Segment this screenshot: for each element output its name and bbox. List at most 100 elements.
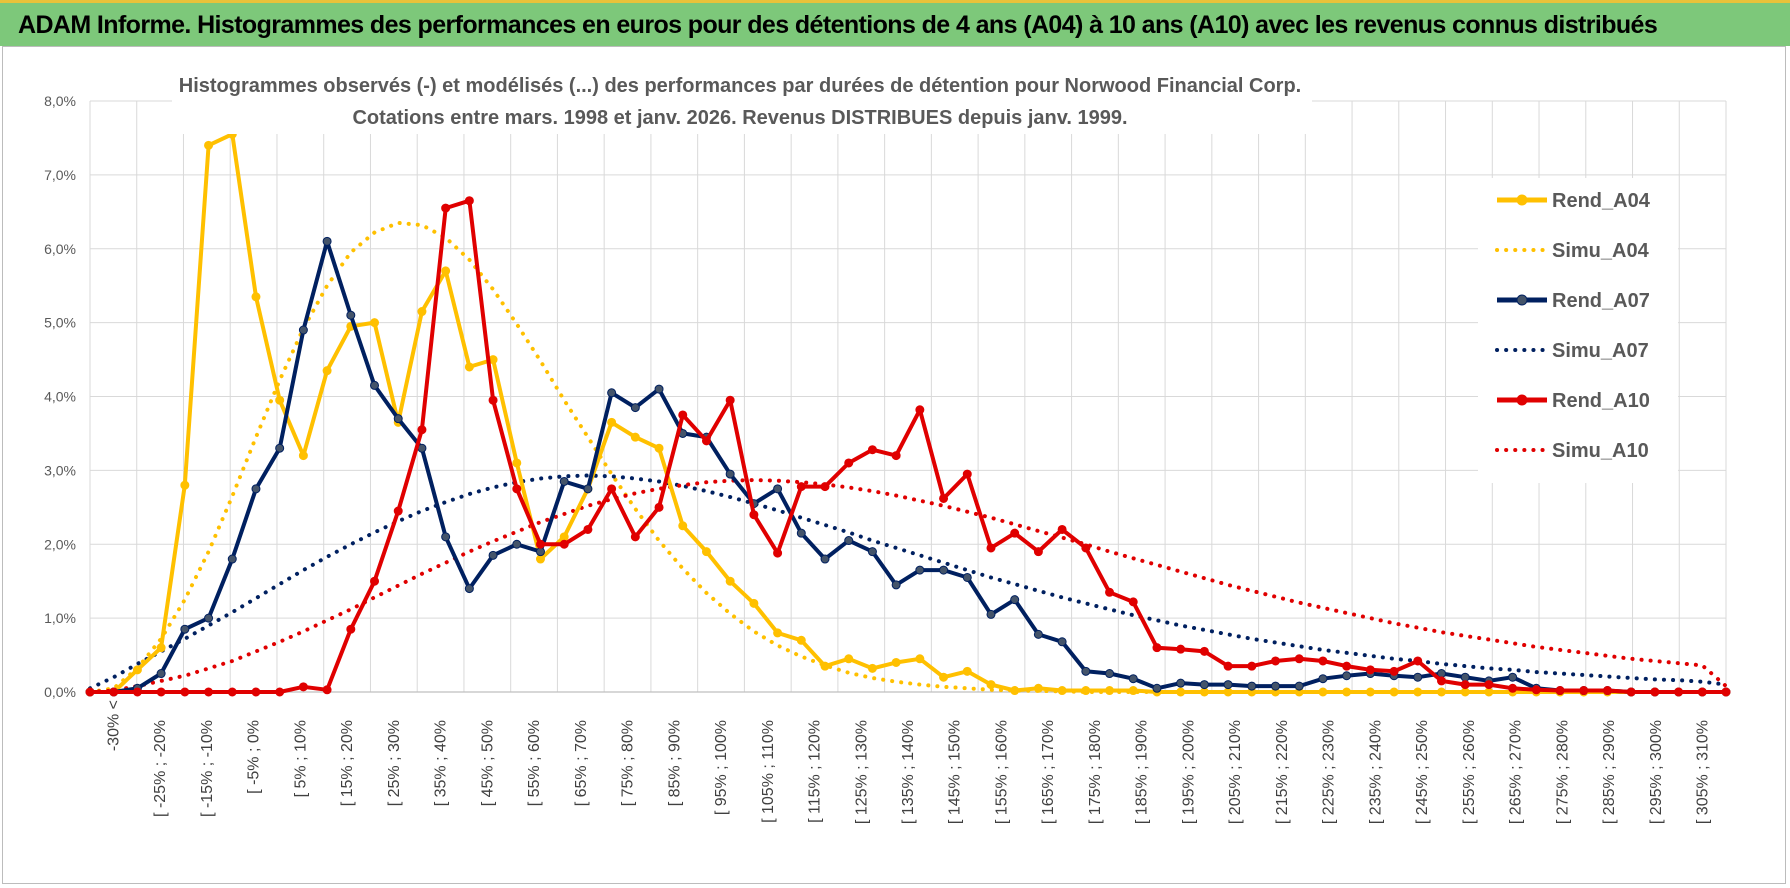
x-tick-label: [ 95% ; 100%	[713, 720, 730, 815]
data-point	[962, 666, 972, 676]
data-point	[1602, 686, 1612, 696]
data-point	[535, 554, 545, 564]
data-point	[583, 484, 593, 494]
data-point	[773, 484, 783, 494]
data-point	[322, 236, 332, 246]
y-tick-label: 8,0%	[44, 93, 76, 109]
data-point	[559, 532, 569, 542]
data-point	[630, 403, 640, 413]
legend-marker	[1516, 394, 1528, 406]
legend-item-Rend_A04: Rend_A04	[1497, 190, 1651, 212]
data-point	[1128, 686, 1138, 696]
data-point	[915, 405, 925, 415]
data-point	[109, 687, 119, 697]
series-Simu_A07	[88, 473, 1728, 691]
y-tick-label: 1,0%	[44, 610, 76, 626]
data-point	[1199, 646, 1209, 656]
legend: Rend_A04 Simu_A04 Rend_A07 Simu_A07 Rend_A10…	[1478, 178, 1678, 483]
data-point	[1223, 661, 1233, 671]
data-point	[512, 539, 522, 549]
data-point	[1152, 643, 1162, 653]
data-point	[986, 609, 996, 619]
data-point	[298, 451, 308, 461]
data-point	[441, 266, 451, 276]
data-point	[1579, 686, 1589, 696]
data-point	[1531, 685, 1541, 695]
legend-label: Simu_A04	[1552, 240, 1650, 262]
x-tick-label: [ 105% ; 110%	[760, 720, 777, 823]
data-point	[1128, 597, 1138, 607]
data-point	[1460, 687, 1470, 697]
data-point	[275, 687, 285, 697]
data-point	[322, 366, 332, 376]
x-tick-label: [ 225% ; 230%	[1321, 720, 1338, 824]
data-point	[1413, 687, 1423, 697]
legend-label: Rend_A04	[1552, 190, 1651, 212]
data-point	[156, 687, 166, 697]
series-layer	[85, 129, 1731, 697]
x-tick-label: -30% <	[105, 700, 122, 751]
data-point	[204, 613, 214, 623]
x-tick-label: [ 45% ; 50%	[479, 720, 496, 806]
legend-item-Simu_A10: Simu_A10	[1495, 440, 1649, 462]
data-point	[180, 624, 190, 634]
page-title: ADAM Informe. Histogrammes des performan…	[18, 11, 1658, 39]
data-point	[891, 451, 901, 461]
data-point	[607, 484, 617, 494]
data-point	[867, 663, 877, 673]
data-point	[725, 469, 735, 479]
data-point	[725, 395, 735, 405]
chart-subtitle-line1: Histogrammes observés (-) et modélisés (…	[179, 75, 1301, 97]
data-point	[1650, 687, 1660, 697]
data-point	[1460, 672, 1470, 682]
data-point	[227, 687, 237, 697]
data-point	[654, 443, 664, 453]
data-point	[156, 643, 166, 653]
x-tick-label: [ 125% ; 130%	[853, 720, 870, 824]
data-point	[393, 414, 403, 424]
data-point	[370, 318, 380, 328]
data-point	[204, 140, 214, 150]
data-point	[251, 292, 261, 302]
data-point	[1081, 543, 1091, 553]
data-point	[583, 524, 593, 534]
legend-label: Rend_A07	[1552, 290, 1650, 312]
data-point	[820, 482, 830, 492]
data-point	[1199, 687, 1209, 697]
data-point	[678, 410, 688, 420]
data-point	[939, 672, 949, 682]
series-Simu_A10	[88, 477, 1728, 694]
data-point	[1674, 687, 1684, 697]
data-point	[773, 628, 783, 638]
data-point	[227, 554, 237, 564]
data-point	[1342, 661, 1352, 671]
data-point	[1247, 681, 1257, 691]
data-point	[298, 325, 308, 335]
data-point	[464, 584, 474, 594]
data-point	[1176, 644, 1186, 654]
x-tick-label: [ 255% ; 260%	[1461, 720, 1478, 824]
data-point	[1271, 681, 1281, 691]
data-point	[322, 685, 332, 695]
data-point	[1697, 687, 1707, 697]
chart-subtitle-line2: Cotations entre mars. 1998 et janv. 2026…	[352, 107, 1127, 129]
data-point	[1105, 587, 1115, 597]
data-point	[251, 484, 261, 494]
data-point	[156, 669, 166, 679]
legend-marker	[1516, 194, 1528, 206]
legend-box	[1478, 178, 1678, 483]
data-point	[441, 203, 451, 213]
data-point	[370, 380, 380, 390]
data-point	[796, 482, 806, 492]
data-point	[1033, 547, 1043, 557]
data-point	[986, 543, 996, 553]
data-point	[346, 310, 356, 320]
data-point	[962, 469, 972, 479]
series-line	[88, 477, 1728, 694]
data-point	[1271, 656, 1281, 666]
data-point	[820, 554, 830, 564]
series-Rend_A10	[85, 196, 1731, 697]
title-banner: ADAM Informe. Histogrammes des performan…	[0, 0, 1790, 46]
x-tick-label: [ 265% ; 270%	[1508, 720, 1525, 824]
legend-item-Rend_A10: Rend_A10	[1497, 390, 1650, 412]
